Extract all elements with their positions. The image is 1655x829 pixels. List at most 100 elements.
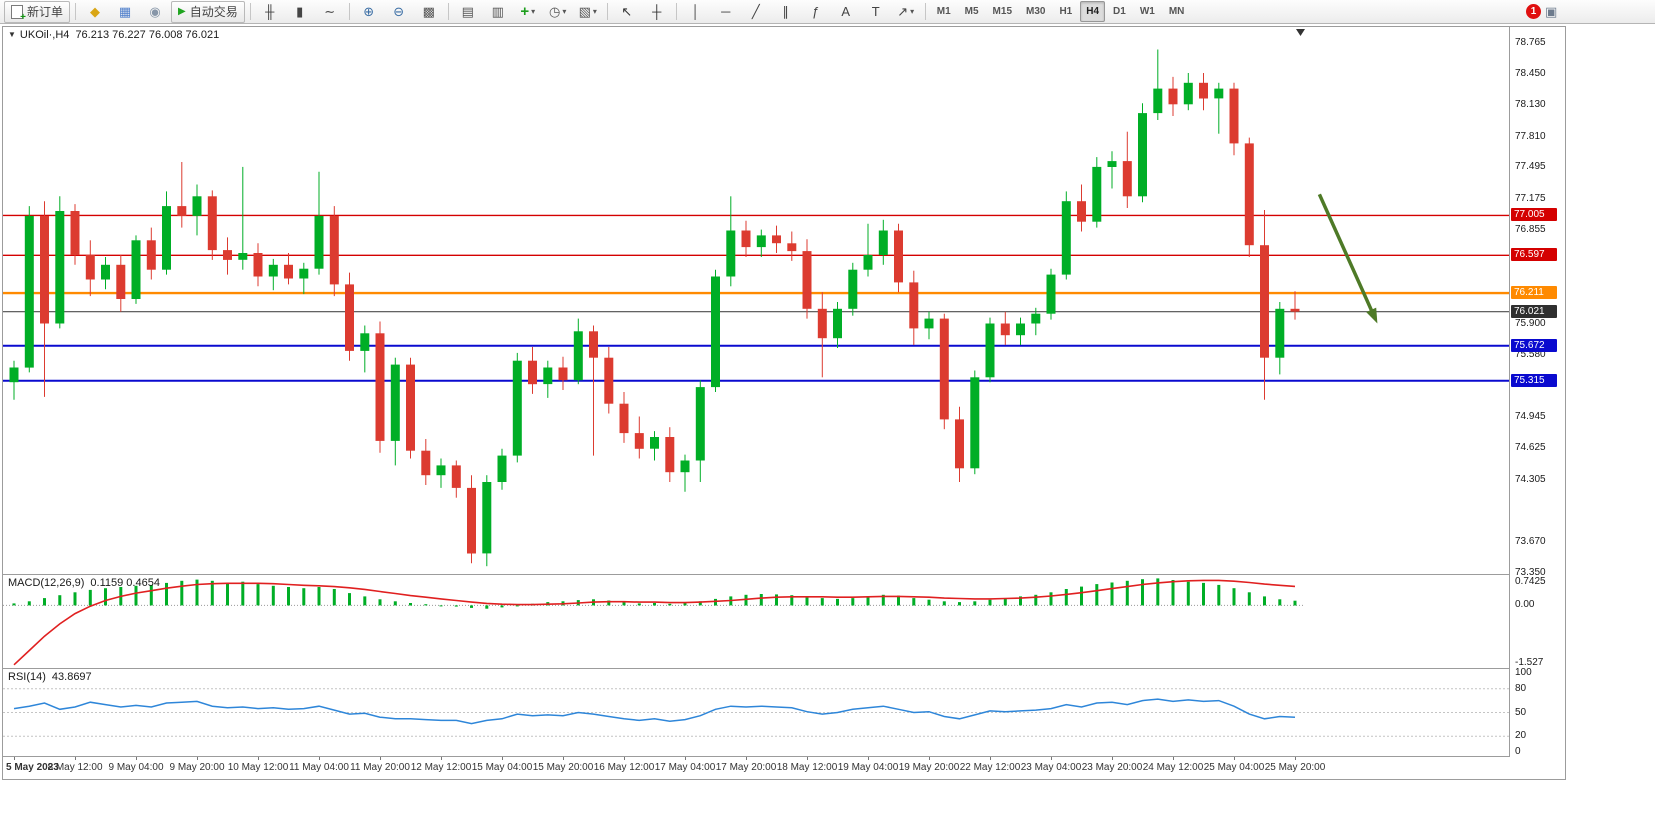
chevron-down-icon[interactable]: ▾	[910, 7, 915, 16]
rsi-tick: 20	[1515, 730, 1527, 742]
time-label: 19 May 04:00	[837, 762, 899, 773]
zoom-out-icon[interactable]: ⊖	[385, 1, 413, 23]
macd-chart[interactable]	[3, 575, 1509, 668]
data-window-icon[interactable]: ▦	[111, 1, 139, 23]
shapes-tool-icon[interactable]: ↗ ▾	[892, 1, 920, 23]
time-label: 5 May 2023	[6, 762, 59, 773]
templates-icon[interactable]: ▧ ▾	[574, 1, 602, 23]
price-tick: 73.670	[1515, 535, 1546, 547]
channel-icon[interactable]: ∥	[772, 1, 800, 23]
macd-tick: 0.7425	[1515, 576, 1546, 587]
toolbar-separator	[924, 3, 926, 20]
timeframe-button-h4[interactable]: H4	[1080, 1, 1106, 22]
trendline-icon[interactable]: ╱	[742, 1, 770, 23]
timeframe-button-m1[interactable]: M1	[936, 6, 951, 17]
rsi-tick: 50	[1515, 706, 1527, 718]
notification-badge[interactable]: 1	[1526, 4, 1541, 19]
price-axis[interactable]: 78.765 78.450 78.130 77.810 77.495 77.175 76.8…	[1509, 27, 1564, 757]
timeframe-button-m30[interactable]: M30	[1026, 6, 1046, 17]
new-order-button[interactable]: + 新订单	[4, 0, 71, 23]
new-order-button-label: 新订单	[27, 5, 64, 19]
new-chart-button: +	[520, 3, 530, 20]
time-tick	[1112, 757, 1113, 760]
toolbar-separator	[75, 3, 77, 20]
play-icon: ▶	[178, 6, 186, 17]
new-chart-button[interactable]: + ▾	[514, 1, 542, 23]
rsi-pane[interactable]: RSI(14) 43.8697	[3, 669, 1509, 756]
new-order-icon: +	[11, 4, 26, 22]
time-label: 8 May 12:00	[47, 762, 103, 773]
line-chart-icon[interactable]: ∼	[316, 1, 344, 23]
timeframe-button-mn[interactable]: MN	[1168, 6, 1185, 17]
time-tick	[990, 757, 991, 760]
chart-collapse-icon[interactable]: ▼	[8, 30, 16, 39]
pane-divider[interactable]	[3, 668, 1563, 669]
time-tick	[746, 757, 747, 760]
text-tool-icon: A	[841, 4, 851, 19]
chevron-down-icon[interactable]: ▾	[531, 7, 536, 16]
candlestick-icon[interactable]: ▮	[286, 1, 314, 23]
time-label: 12 May 12:00	[410, 762, 472, 773]
tile-windows-icon[interactable]: ▩	[415, 1, 443, 23]
time-tick	[1234, 757, 1235, 760]
time-label: 25 May 04:00	[1203, 762, 1265, 773]
price-tick: 74.945	[1515, 410, 1546, 422]
channel-icon: ∥	[782, 3, 789, 19]
candlestick-chart[interactable]	[3, 27, 1509, 574]
zoom-in-icon[interactable]: ⊕	[355, 1, 383, 23]
label-tool-icon[interactable]: T	[862, 1, 890, 23]
timeframe-button-d1[interactable]: D1	[1113, 6, 1126, 17]
cascade-windows-icon: ▥	[491, 3, 504, 19]
vertical-line-icon: │	[691, 4, 700, 19]
time-label: 11 May 20:00	[350, 762, 410, 773]
time-label: 17 May 04:00	[654, 762, 716, 773]
main-chart-pane[interactable]: ▼ UKOil·,H4 76.213 76.227 76.008 76.021	[3, 27, 1509, 574]
price-tick: 78.450	[1515, 68, 1546, 79]
text-tool-icon[interactable]: A	[832, 1, 860, 23]
price-badge: 75.315	[1511, 373, 1557, 387]
news-panel-icon[interactable]: ▣	[1545, 4, 1558, 19]
cursor-icon: ↖	[621, 3, 633, 19]
rsi-chart[interactable]	[3, 669, 1509, 756]
chevron-down-icon[interactable]: ▾	[592, 7, 597, 16]
time-label: 17 May 20:00	[715, 762, 777, 773]
price-tick: 75.900	[1515, 317, 1546, 329]
autotrade-button-label: 自动交易	[189, 5, 238, 19]
community-icon: ◉	[149, 3, 161, 19]
horizontal-line-icon: ─	[721, 4, 731, 19]
chart-ohlc-values: 76.213 76.227 76.008 76.021	[75, 29, 220, 41]
chevron-down-icon[interactable]: ▾	[562, 7, 567, 16]
market-watch-icon[interactable]: ◆	[81, 1, 109, 23]
timeframe-button-w1[interactable]: W1	[1139, 6, 1155, 17]
time-axis[interactable]: 5 May 2023 8 May 12:00 9 May 04:00 9 May 20…	[3, 757, 1563, 777]
rsi-tick: 100	[1515, 667, 1532, 678]
arrange-windows-icon[interactable]: ▤	[454, 1, 482, 23]
macd-tick: 0.00	[1515, 599, 1535, 611]
fibonacci-icon[interactable]: ƒ	[802, 1, 830, 23]
community-icon[interactable]: ◉	[141, 1, 169, 23]
cascade-windows-icon[interactable]: ▥	[484, 1, 512, 23]
autotrade-button[interactable]: ▶ 自动交易	[171, 0, 245, 23]
timeframe-button-m15[interactable]: M15	[992, 6, 1012, 17]
vertical-line-icon[interactable]: │	[682, 1, 710, 23]
price-tick: 76.855	[1515, 224, 1546, 235]
rsi-value: 43.8697	[51, 671, 92, 683]
time-tick	[441, 757, 442, 760]
macd-label: MACD(12,26,9) 0.1159 0.4654	[8, 577, 160, 589]
macd-pane[interactable]: MACD(12,26,9) 0.1159 0.4654	[3, 575, 1509, 668]
macd-values: 0.1159 0.4654	[90, 577, 160, 589]
rsi-label: RSI(14) 43.8697	[8, 671, 92, 683]
bar-chart-icon[interactable]: ╫	[256, 1, 284, 23]
timeframe-button-m5[interactable]: M5	[964, 6, 979, 17]
crosshair-icon[interactable]: ┼	[643, 1, 671, 23]
timeframe-button-h1[interactable]: H1	[1059, 6, 1073, 17]
time-tick	[380, 757, 381, 760]
cursor-icon[interactable]: ↖	[613, 1, 641, 23]
horizontal-line-icon[interactable]: ─	[712, 1, 740, 23]
profiles-icon: ◷	[549, 3, 561, 19]
profiles-icon[interactable]: ◷ ▾	[544, 1, 572, 23]
time-tick	[319, 757, 320, 760]
pane-divider[interactable]	[3, 574, 1563, 575]
label-tool-icon: T	[871, 4, 880, 19]
toolbar-separator	[675, 3, 677, 20]
